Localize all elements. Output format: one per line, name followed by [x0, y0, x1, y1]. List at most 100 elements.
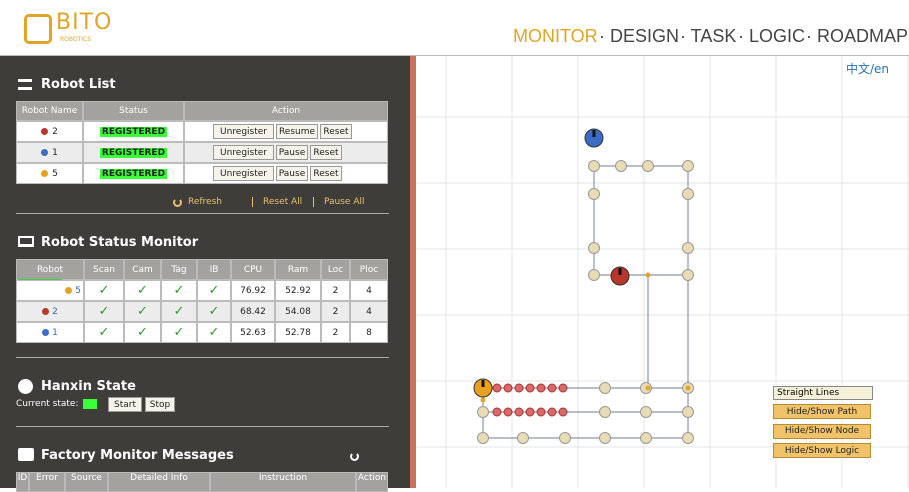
table-header: Cam [124, 259, 161, 280]
separator [16, 426, 389, 427]
hanxin-button[interactable]: Stop [145, 397, 175, 412]
table-cell: ✓ [161, 280, 197, 301]
laptop-icon [18, 236, 34, 247]
refresh-icon[interactable] [350, 452, 359, 461]
robot-dot [42, 308, 50, 315]
nav-item[interactable]: · LOGIC [738, 26, 806, 46]
map-node [682, 188, 694, 200]
action-button[interactable]: Pause [276, 145, 308, 160]
action-button[interactable]: Pause [276, 166, 308, 181]
info-icon [18, 379, 33, 394]
logo-hex [24, 14, 52, 44]
table-cell: 76.92 [231, 280, 275, 301]
robot-name: 2 [52, 126, 58, 137]
hanxin-button[interactable]: Start [108, 397, 142, 412]
table-header: Detailed Info [108, 472, 210, 492]
robot [473, 378, 493, 398]
map-node [517, 432, 529, 444]
table-header: Action [356, 472, 388, 492]
logo: BITO [56, 10, 113, 35]
robot-dot [42, 329, 50, 336]
map-point [480, 397, 486, 403]
path-point [547, 383, 557, 393]
table-header: Error [29, 472, 65, 492]
table-cell: 4 [350, 301, 388, 322]
path-point [514, 383, 524, 393]
link[interactable]: Pause All [313, 197, 365, 207]
robot-heading [481, 380, 485, 387]
table-cell: 1 [16, 142, 83, 163]
robot [610, 266, 630, 286]
action-button[interactable]: Reset [320, 124, 352, 139]
table-cell: ✓ [197, 322, 231, 343]
table-header: CPU [231, 259, 275, 280]
table-cell: 52.63 [231, 322, 275, 343]
table-cell: ✓ [197, 280, 231, 301]
table-cell: ✓ [197, 301, 231, 322]
table-cell: REGISTERED [83, 163, 184, 184]
table-cell: 54.08 [275, 301, 321, 322]
path-point [536, 407, 546, 417]
action-button[interactable]: Unregister [213, 145, 274, 160]
refresh-icon [173, 198, 182, 207]
path-point [525, 383, 535, 393]
table-cell: ✓ [84, 280, 124, 301]
table-cell: ✓ [84, 301, 124, 322]
table-cell: ✓ [161, 322, 197, 343]
state-indicator [83, 399, 97, 409]
nav-item[interactable]: MONITOR [513, 26, 598, 46]
table-header: Source [65, 472, 108, 492]
table-header: Robot [16, 259, 84, 280]
path-point [547, 407, 557, 417]
table-header: Action [184, 101, 388, 121]
action-button[interactable]: Unregister [213, 124, 274, 139]
line-select[interactable]: Straight Lines [773, 386, 873, 400]
path-point [492, 383, 502, 393]
action-button[interactable]: Reset [310, 166, 342, 181]
section-title: Robot Status Monitor [41, 235, 199, 250]
action-button[interactable]: Unregister [213, 166, 274, 181]
status-badge: REGISTERED [99, 126, 168, 137]
map-node [477, 432, 489, 444]
language[interactable]: 中文/en [846, 62, 890, 76]
separator [16, 357, 389, 358]
logo-sub: ROBOTICS [60, 36, 92, 43]
map-node [640, 406, 652, 418]
link[interactable]: Reset All [252, 197, 302, 207]
robot-dot [41, 149, 49, 156]
action-button[interactable]: Resume [276, 124, 318, 139]
table-cell: 5 [16, 163, 83, 184]
action-button[interactable]: Reset [310, 145, 342, 160]
robot-name: 5 [52, 168, 58, 179]
map-button[interactable]: Hide/Show Node [773, 423, 871, 439]
list-icon [18, 79, 32, 90]
table-header: Robot Name [16, 101, 83, 121]
map-button[interactable]: Hide/Show Logic [773, 443, 871, 458]
robot-name: 2 [52, 306, 58, 317]
table-cell: 2 [321, 301, 350, 322]
path-point [558, 407, 568, 417]
nav-item[interactable]: · DESIGN [599, 26, 680, 46]
robot-name: 1 [52, 327, 58, 338]
separator [16, 213, 389, 214]
path-point [514, 407, 524, 417]
map-node [682, 160, 694, 172]
map-node [588, 188, 600, 200]
robot-dot [41, 128, 49, 135]
nav-item[interactable]: · TASK [680, 26, 737, 46]
map-button[interactable]: Hide/Show Path [773, 404, 871, 419]
nav-item[interactable]: · ROADMAP [806, 26, 909, 46]
map-node [588, 269, 600, 281]
state-label: Current state: [16, 399, 79, 409]
map-node [682, 432, 694, 444]
section-title: Hanxin State [41, 379, 136, 394]
robot-heading [592, 130, 596, 137]
robot-heading [618, 268, 622, 275]
table-cell: 52.92 [275, 280, 321, 301]
map-node [642, 160, 654, 172]
table-header: Loc [321, 259, 350, 280]
section-title: Factory Monitor Messages [41, 448, 234, 463]
link[interactable]: Refresh [188, 197, 222, 207]
